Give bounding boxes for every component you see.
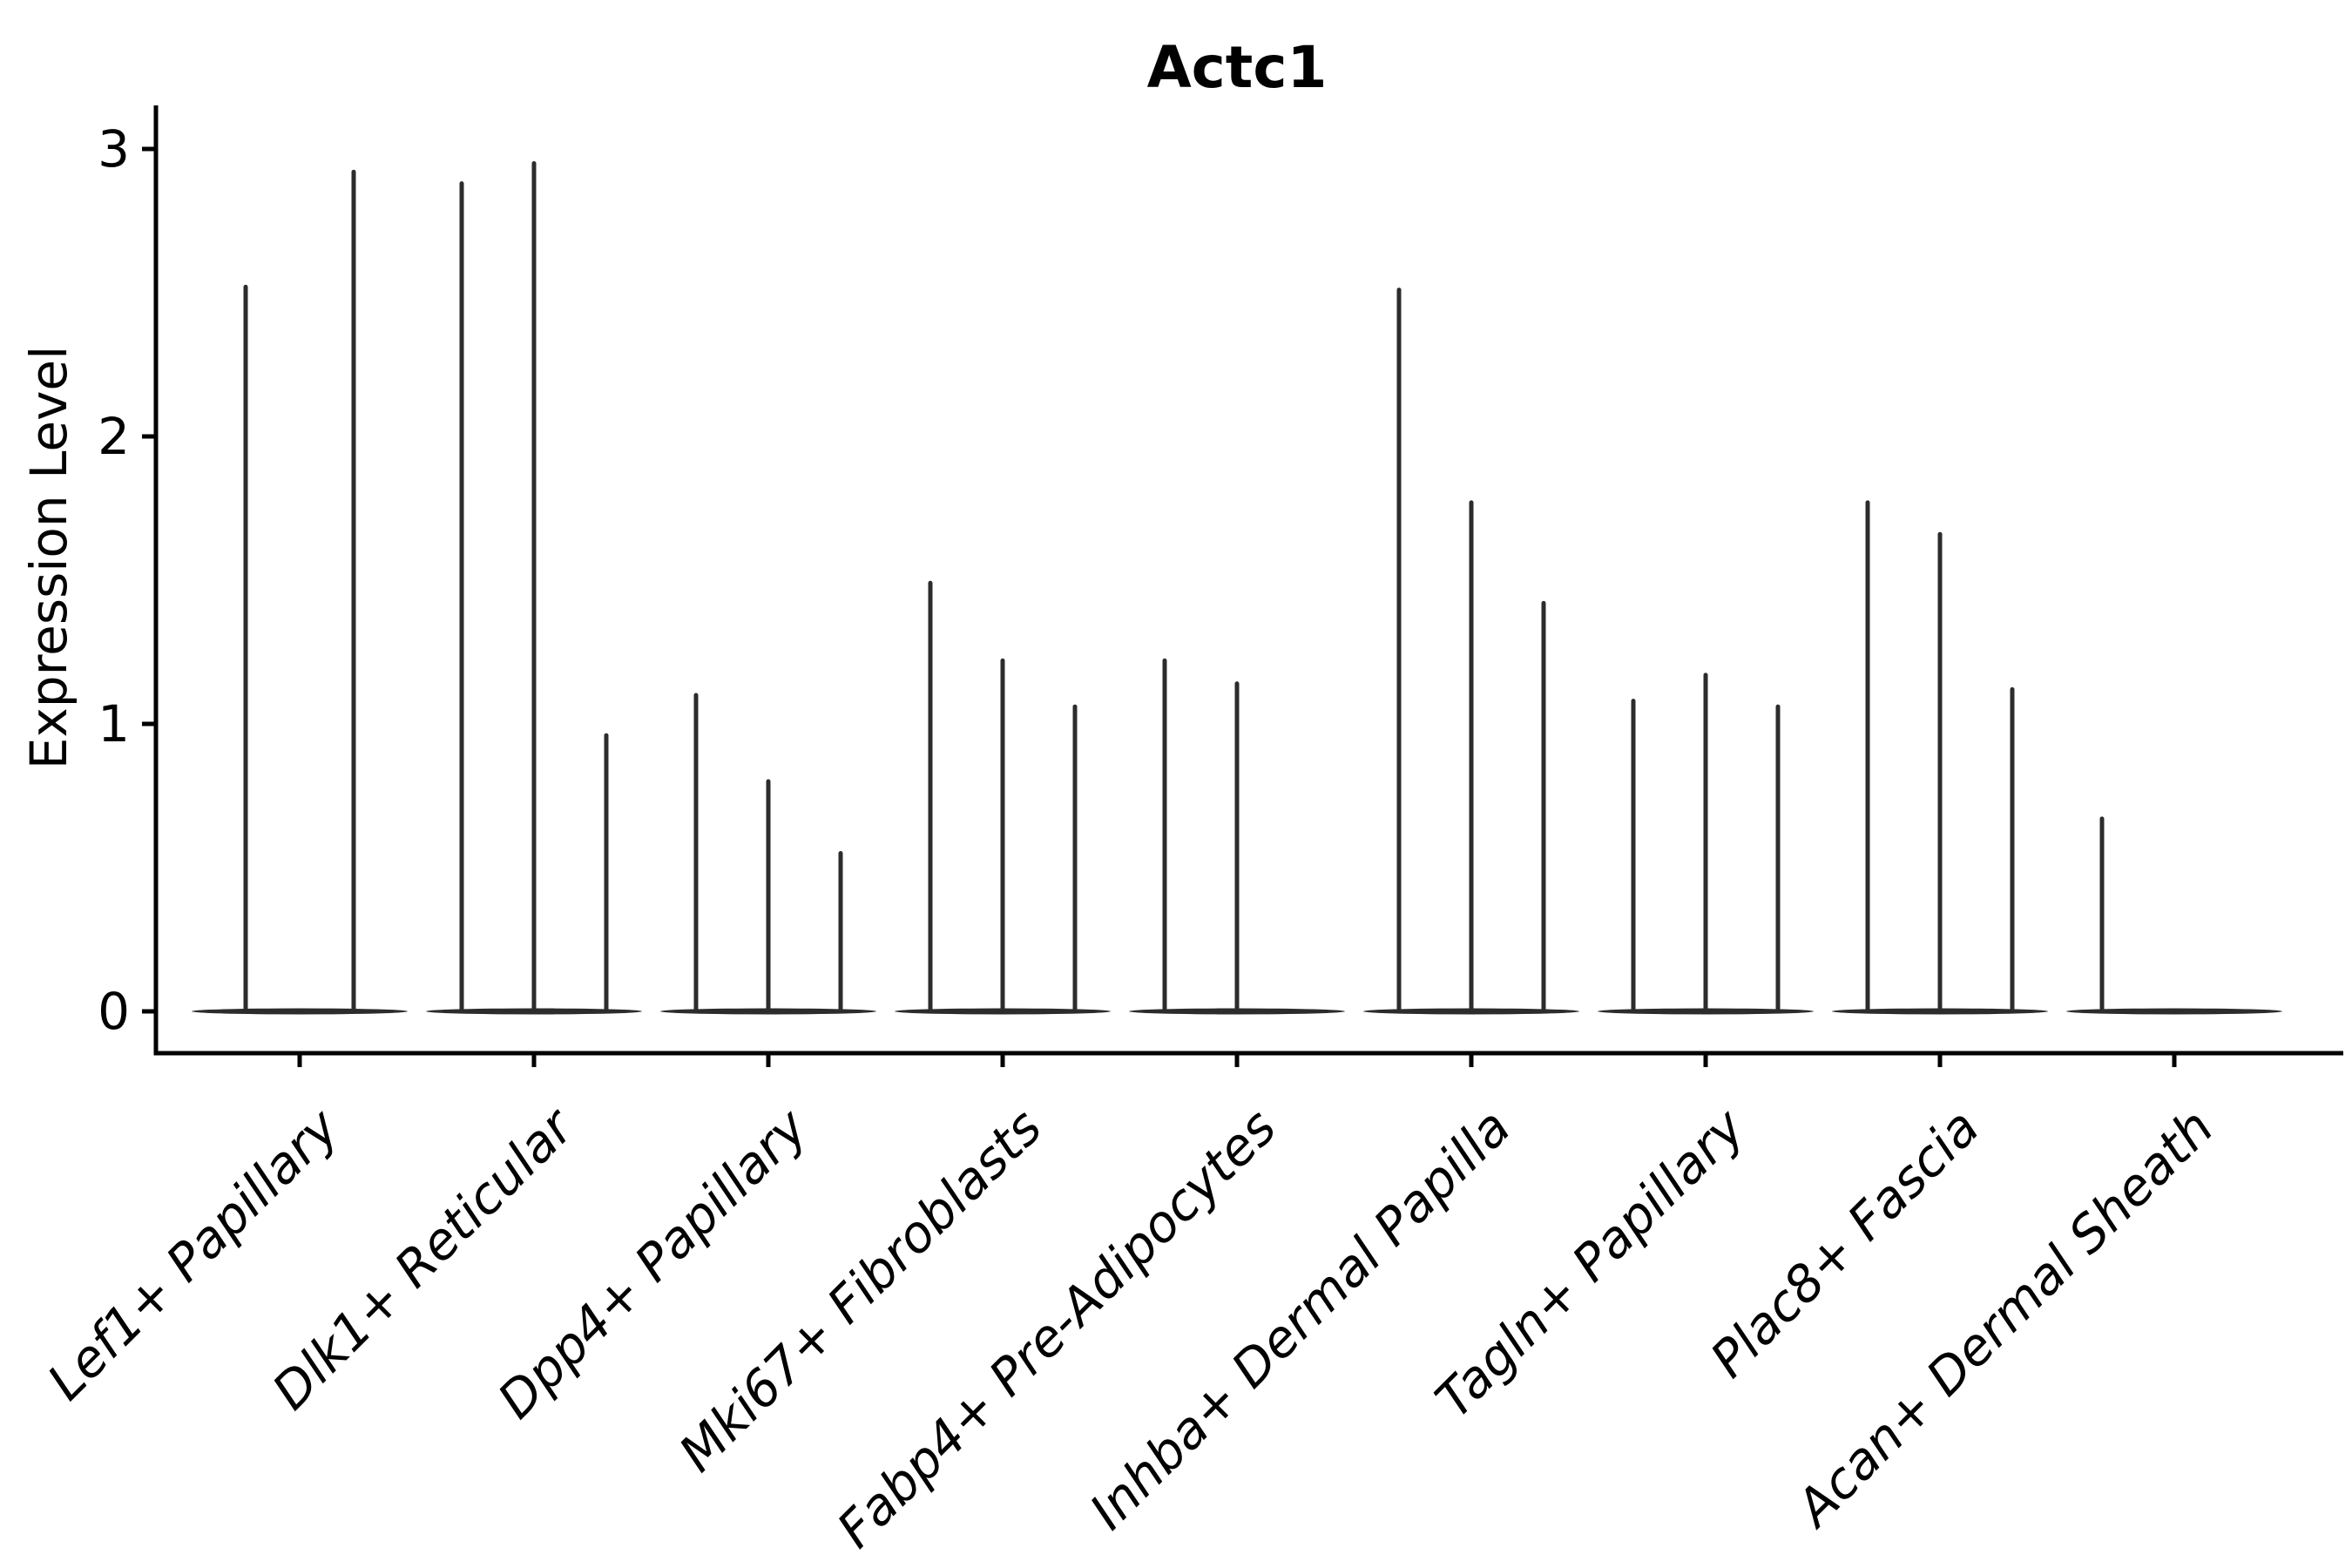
x-category-label: Fabp4+ Pre-Adipocytes [826,1098,1288,1559]
y-tick-label: 2 [98,407,130,466]
y-tick-label: 1 [98,694,130,754]
x-category-label: Acan+ Dermal Sheath [1782,1098,2225,1540]
y-axis-ticks: 0 1 2 3 [98,119,156,1041]
violin-base [192,1008,408,1015]
y-tick-label: 3 [98,119,130,179]
y-tick-label: 0 [98,982,130,1041]
x-category-label: Inhba+ Dermal Papilla [1078,1098,1522,1541]
violin-base [2066,1008,2282,1015]
chart-title: Actc1 [1147,34,1328,101]
y-axis-title: Expression Level [19,346,78,769]
x-axis-ticks [297,1053,2177,1067]
violins-layer [192,161,2282,1015]
